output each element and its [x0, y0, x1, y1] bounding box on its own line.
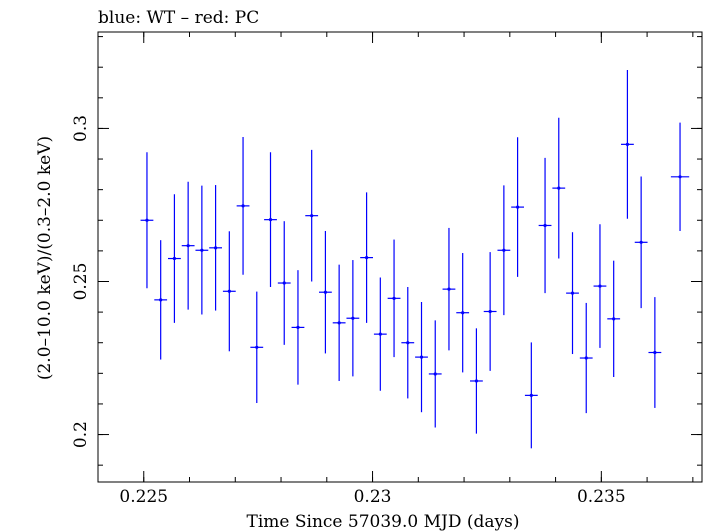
data-point [538, 157, 552, 294]
data-point [319, 230, 332, 354]
data-point [291, 270, 305, 385]
data-point [670, 122, 690, 231]
data-point [360, 192, 374, 323]
point-marker [364, 256, 369, 260]
point-marker [337, 321, 341, 325]
data-point [593, 224, 607, 348]
data-point [566, 232, 579, 355]
data-point [634, 176, 648, 309]
data-point [579, 302, 593, 414]
point-marker [461, 311, 465, 315]
data-point [497, 185, 511, 316]
data-point [305, 149, 319, 282]
point-marker [433, 372, 437, 376]
point-marker [653, 350, 657, 355]
x-tick-label: 0.235 [577, 487, 626, 507]
point-marker [378, 332, 382, 336]
point-marker [392, 296, 396, 300]
data-point [483, 252, 497, 371]
point-marker [200, 248, 204, 252]
data-point [277, 221, 291, 345]
point-marker [419, 355, 424, 359]
data-point [552, 117, 566, 259]
data-point [442, 227, 456, 351]
point-marker [502, 248, 506, 252]
data-point [154, 240, 168, 360]
x-tick-label: 0.23 [354, 487, 392, 507]
point-marker [159, 298, 163, 302]
data-point [511, 137, 525, 277]
data-point [415, 302, 428, 413]
point-marker [529, 393, 533, 397]
point-marker [268, 218, 273, 222]
x-axis-label: Time Since 57039.0 MJD (days) [247, 512, 520, 532]
data-point [524, 342, 538, 449]
point-marker [598, 284, 602, 288]
point-marker [612, 317, 616, 321]
data-point [607, 260, 621, 377]
data-point [401, 287, 415, 399]
y-tick-label: 0.3 [71, 115, 91, 142]
chart-title: blue: WT – red: PC [98, 8, 259, 28]
point-marker [639, 240, 643, 244]
point-marker [515, 205, 520, 209]
point-marker [543, 223, 547, 228]
point-marker [227, 289, 231, 293]
y-axis-label: (2.0–10.0 keV)/(0.3–2.0 keV) [35, 136, 55, 380]
data-point [346, 260, 360, 377]
data-point [456, 253, 470, 373]
data-point [140, 152, 154, 289]
point-marker [557, 186, 561, 190]
data-point [387, 239, 401, 358]
point-marker [351, 316, 355, 320]
point-marker [282, 281, 286, 285]
data-point [209, 185, 223, 311]
data-point [181, 181, 195, 310]
data-point [332, 264, 346, 381]
y-tick-label: 0.25 [71, 263, 91, 301]
data-point [621, 69, 634, 219]
point-marker [296, 325, 300, 330]
plot-frame [97, 31, 703, 483]
data-point [168, 194, 181, 323]
data-point [470, 328, 483, 434]
point-marker [447, 287, 451, 291]
y-tick-label: 0.2 [71, 421, 91, 448]
data-point [236, 137, 250, 275]
point-marker [213, 246, 218, 250]
point-marker [474, 379, 479, 383]
axis-ticks [97, 32, 702, 482]
point-marker [625, 142, 630, 146]
data-point [428, 320, 442, 428]
data-points [140, 69, 690, 449]
point-marker [145, 218, 149, 222]
data-point [648, 297, 662, 408]
x-tick-label: 0.225 [119, 487, 168, 507]
data-point [250, 291, 264, 404]
point-marker [323, 290, 328, 294]
point-marker [172, 256, 177, 261]
point-marker [255, 345, 259, 349]
point-marker [570, 291, 575, 295]
y-tick-labels: 0.2 0.25 0.3 [71, 115, 91, 448]
data-point [222, 231, 236, 352]
x-tick-labels: 0.225 0.23 0.235 [119, 487, 625, 507]
point-marker [488, 309, 492, 314]
data-point [264, 152, 277, 287]
point-marker [241, 204, 245, 208]
point-marker [186, 244, 190, 248]
data-point [195, 185, 209, 315]
point-marker [678, 175, 682, 179]
point-marker [584, 356, 588, 360]
data-point [373, 277, 387, 391]
point-marker [406, 341, 410, 345]
point-marker [310, 214, 314, 218]
